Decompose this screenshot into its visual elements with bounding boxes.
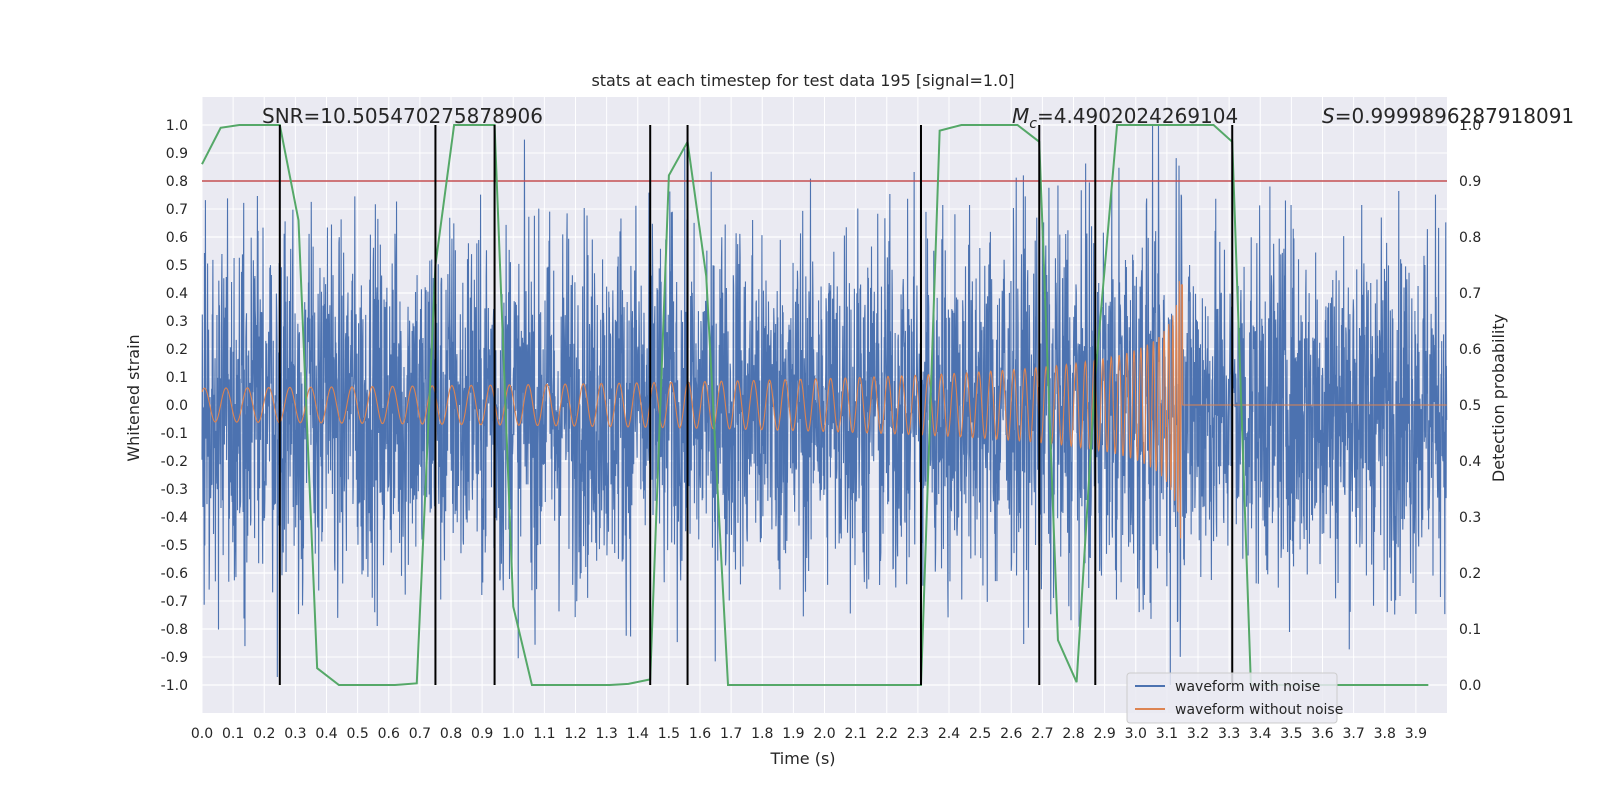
y-tick-label: 0.0 — [166, 398, 188, 414]
x-tick-label: 3.4 — [1249, 726, 1271, 742]
x-tick-labels: 0.0 0.1 0.2 0.3 0.4 0.5 0.6 0.7 0.8 0.9 1.0 1.1 1.2 1… — [191, 726, 1427, 742]
y-tick-label: 0.4 — [166, 286, 188, 302]
x-tick-label: 2.2 — [876, 726, 898, 742]
y2-tick-label: 0.8 — [1459, 230, 1481, 246]
y-tick-label: 0.5 — [166, 258, 188, 274]
x-tick-label: 2.5 — [969, 726, 991, 742]
x-tick-label: 1.2 — [564, 726, 586, 742]
x-tick-label: 3.0 — [1125, 726, 1147, 742]
y2-tick-label: 1.0 — [1459, 118, 1481, 134]
y2-tick-label: 0.1 — [1459, 622, 1481, 638]
y2-tick-label: 0.3 — [1459, 510, 1481, 526]
x-tick-label: 0.3 — [284, 726, 306, 742]
y-tick-label: 0.3 — [166, 314, 188, 330]
x-tick-label: 1.8 — [751, 726, 773, 742]
y-tick-label: -0.4 — [161, 510, 188, 526]
x-tick-label: 3.9 — [1405, 726, 1427, 742]
x-tick-label: 0.0 — [191, 726, 213, 742]
x-tick-label: 0.4 — [315, 726, 337, 742]
x-tick-label: 3.2 — [1187, 726, 1209, 742]
y2-tick-label: 0.0 — [1459, 678, 1481, 694]
x-tick-label: 1.4 — [627, 726, 649, 742]
y-tick-label: 0.8 — [166, 174, 188, 190]
chirp-mass-subscript: c — [1029, 116, 1037, 132]
y-tick-label: 1.0 — [166, 118, 188, 134]
x-tick-label: 1.6 — [689, 726, 711, 742]
x-tick-label: 1.0 — [502, 726, 524, 742]
chirp-mass-symbol: M — [1012, 104, 1029, 128]
y2-axis-label: Detection probability — [1489, 314, 1508, 482]
x-tick-label: 0.9 — [471, 726, 493, 742]
y2-tick-labels: 1.0 0.9 0.8 0.7 0.6 0.5 0.4 0.3 0.2 0.1 0.0 — [1459, 118, 1481, 694]
x-tick-label: 1.5 — [658, 726, 680, 742]
x-tick-label: 0.6 — [378, 726, 400, 742]
s-annotation: S=0.9999896287918091 — [1322, 104, 1574, 128]
y-tick-label: 0.6 — [166, 230, 188, 246]
y-tick-label: -0.1 — [161, 426, 188, 442]
x-tick-label: 0.8 — [440, 726, 462, 742]
clean-waveform-path — [201, 281, 1447, 539]
detection-vlines — [278, 125, 1234, 685]
chirp-mass-value: =4.4902024269104 — [1037, 104, 1238, 128]
y-tick-label: 0.2 — [166, 342, 188, 358]
y-tick-label: 0.1 — [166, 370, 188, 386]
legend-label-clean: waveform without noise — [1175, 702, 1343, 718]
chart-title: stats at each timestep for test data 195… — [591, 71, 1014, 90]
s-symbol: S — [1322, 104, 1335, 128]
x-tick-label: 1.7 — [720, 726, 742, 742]
waveform-without-noise-line — [201, 281, 1447, 539]
y-tick-labels: 1.0 0.9 0.8 0.7 0.6 0.5 0.4 0.3 0.2 0.1 0.0 -0.1 -0.… — [161, 118, 188, 694]
x-tick-label: 2.8 — [1062, 726, 1084, 742]
x-tick-label: 2.4 — [938, 726, 960, 742]
y2-tick-label: 0.5 — [1459, 398, 1481, 414]
detection-probability-line — [201, 124, 1429, 686]
legend-box — [1126, 672, 1338, 724]
y-tick-label: -0.8 — [161, 622, 188, 638]
y2-tick-label: 0.4 — [1459, 454, 1481, 470]
y-tick-label: -1.0 — [161, 678, 188, 694]
x-tick-label: 2.7 — [1031, 726, 1053, 742]
y-tick-label: -0.6 — [161, 566, 188, 582]
chirp-mass-annotation: Mc=4.4902024269104 — [1012, 104, 1238, 132]
x-tick-label: 2.6 — [1000, 726, 1022, 742]
x-tick-label: 1.1 — [533, 726, 555, 742]
x-tick-label: 3.1 — [1156, 726, 1178, 742]
x-tick-label: 2.1 — [844, 726, 866, 742]
y2-tick-label: 0.9 — [1459, 174, 1481, 190]
x-tick-label: 1.3 — [595, 726, 617, 742]
y-tick-label: -0.2 — [161, 454, 188, 470]
x-tick-label: 0.5 — [346, 726, 368, 742]
x-tick-label: 0.7 — [409, 726, 431, 742]
x-tick-label: 2.9 — [1093, 726, 1115, 742]
x-tick-label: 3.3 — [1218, 726, 1240, 742]
s-value: =0.9999896287918091 — [1335, 104, 1574, 128]
probability-path — [201, 124, 1429, 686]
y-tick-label: -0.5 — [161, 538, 188, 554]
snr-annotation: SNR=10.505470275878906 — [262, 104, 543, 128]
x-tick-label: 3.8 — [1374, 726, 1396, 742]
y-axis-label: Whitened strain — [124, 334, 143, 461]
x-tick-label: 3.5 — [1280, 726, 1302, 742]
y-tick-label: 0.9 — [166, 146, 188, 162]
y-tick-label: -0.9 — [161, 650, 188, 666]
x-tick-label: 0.1 — [222, 726, 244, 742]
y2-tick-label: 0.2 — [1459, 566, 1481, 582]
x-tick-label: 3.7 — [1342, 726, 1364, 742]
y2-tick-label: 0.6 — [1459, 342, 1481, 358]
y-tick-label: 0.7 — [166, 202, 188, 218]
x-axis-label: Time (s) — [769, 749, 835, 768]
x-tick-label: 2.3 — [907, 726, 929, 742]
y-tick-label: -0.3 — [161, 482, 188, 498]
legend-label-noisy: waveform with noise — [1175, 679, 1320, 695]
x-tick-label: 0.2 — [253, 726, 275, 742]
y2-tick-label: 0.7 — [1459, 286, 1481, 302]
y-tick-label: -0.7 — [161, 594, 188, 610]
x-tick-label: 3.6 — [1311, 726, 1333, 742]
x-tick-label: 1.9 — [782, 726, 804, 742]
legend: waveform with noise waveform without noi… — [1126, 672, 1343, 724]
x-tick-label: 2.0 — [813, 726, 835, 742]
